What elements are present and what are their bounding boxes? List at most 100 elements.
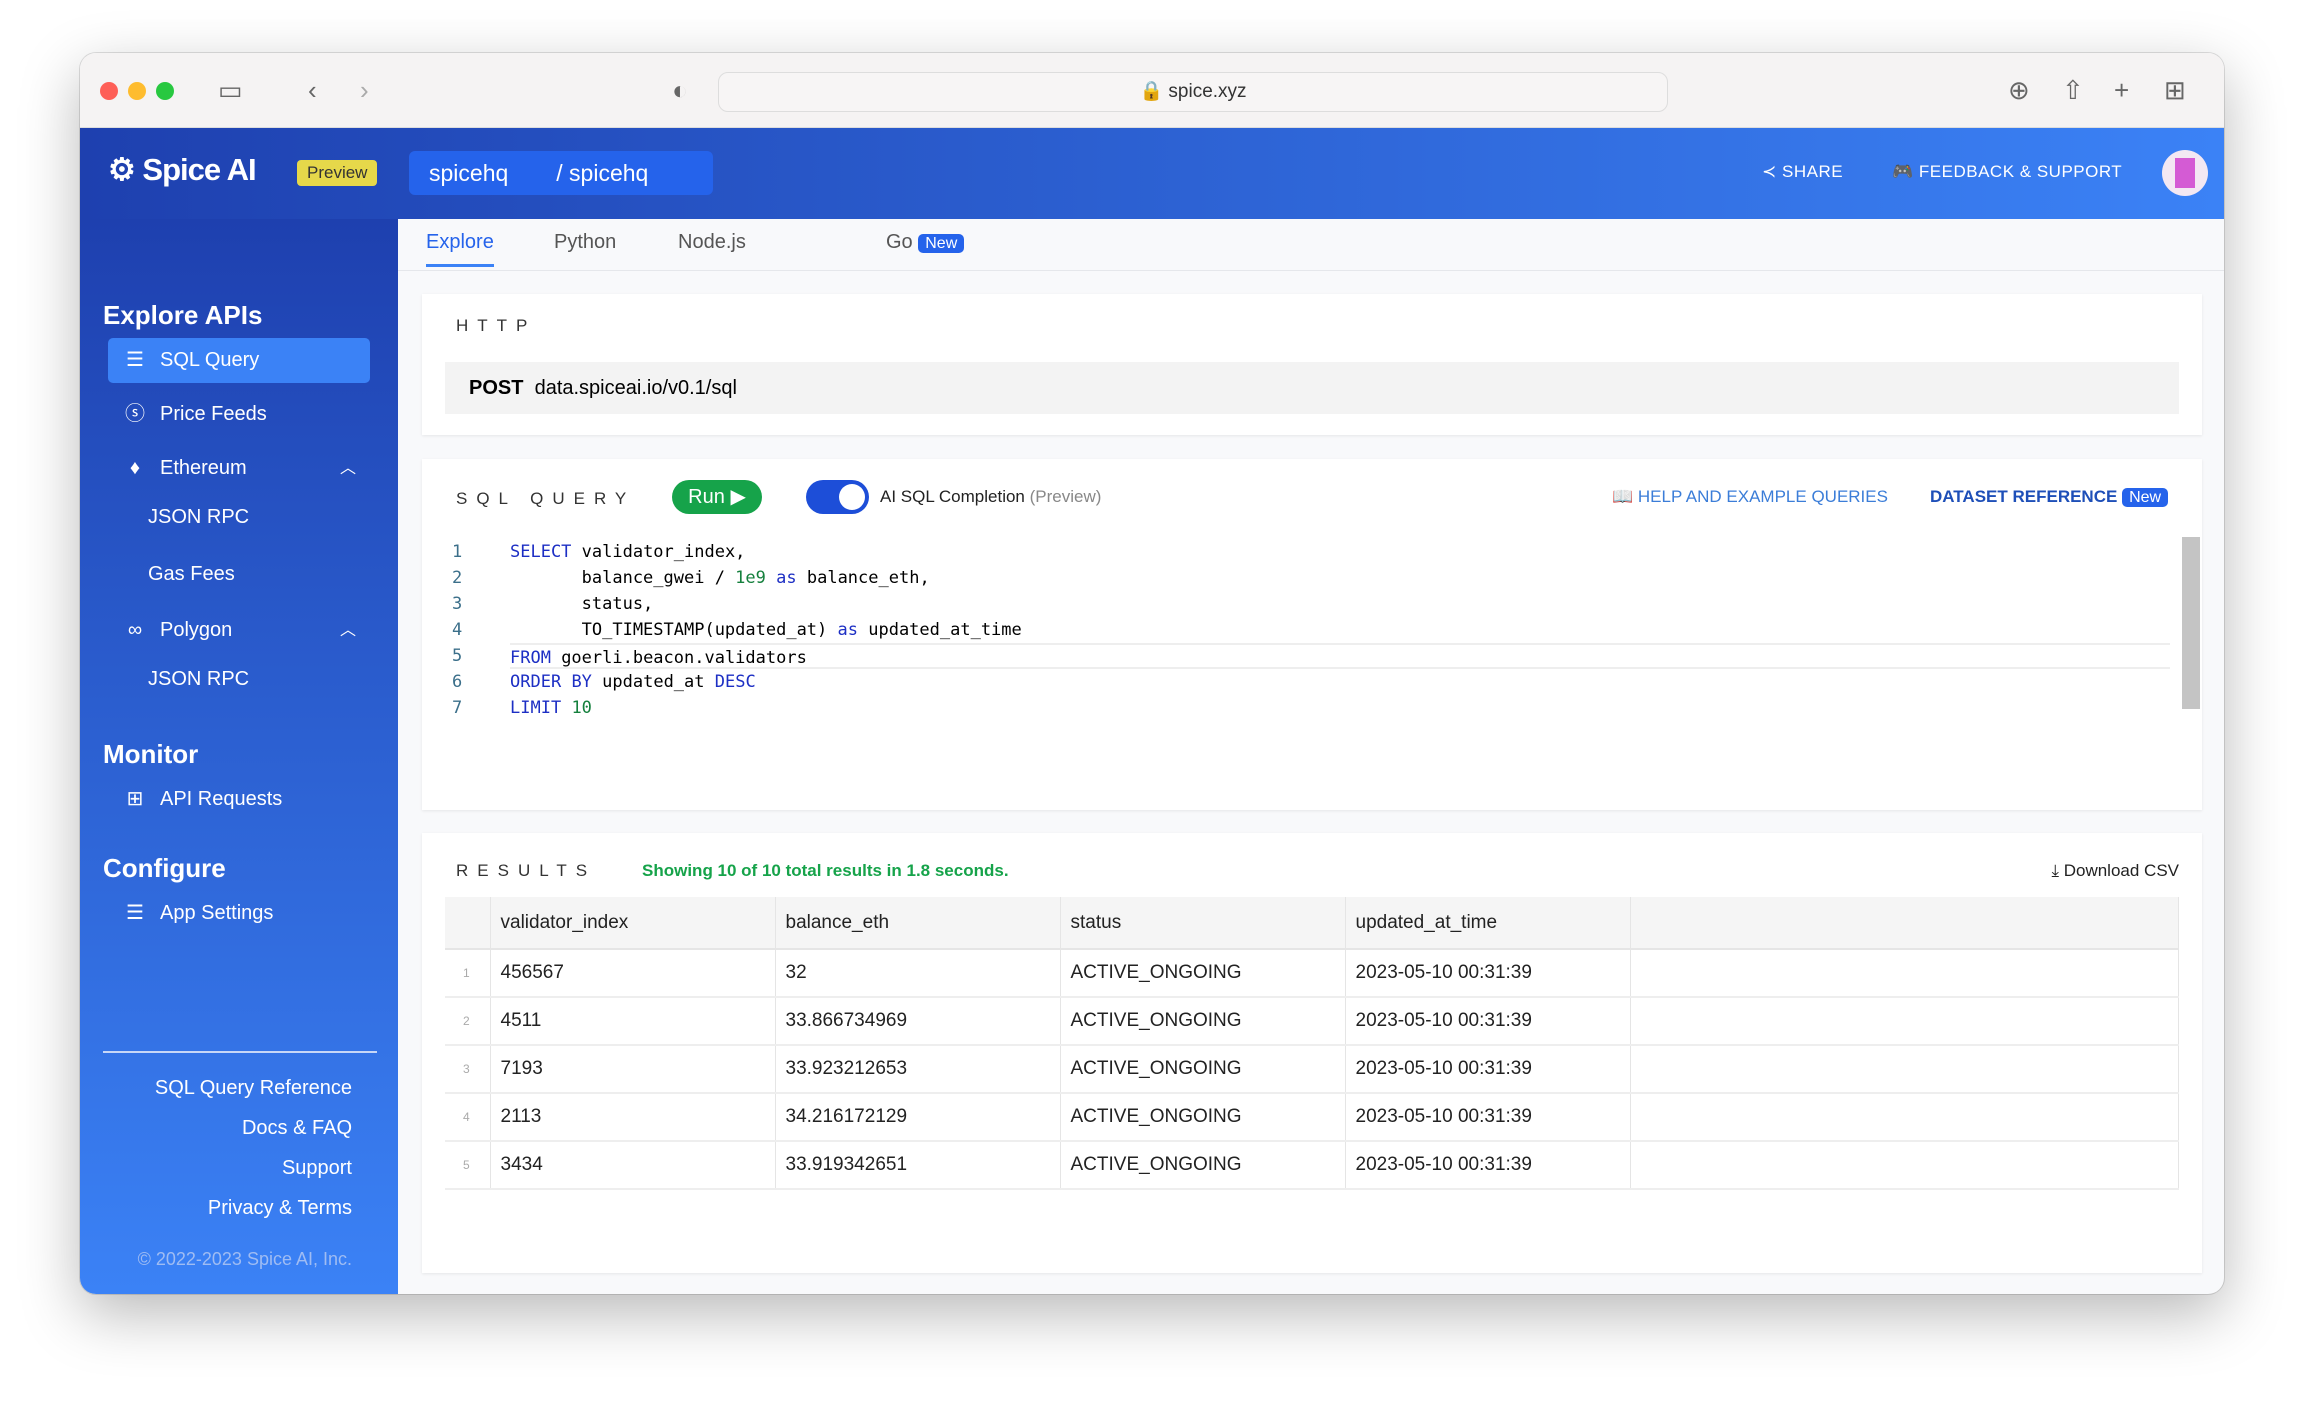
row-number: 5 — [445, 1141, 491, 1190]
code-line: ORDER BY updated_at DESC — [510, 672, 756, 692]
endpoint-box[interactable]: POST data.spiceai.io/v0.1/sql — [445, 362, 2179, 414]
footer-link-support[interactable]: Support — [281, 1157, 352, 1179]
sidebar-item-price-feeds[interactable]: ⓢ Price Feeds — [108, 392, 370, 437]
code-line: balance_gwei / 1e9 as balance_eth, — [510, 568, 930, 588]
line-number: 7 — [452, 698, 463, 718]
back-icon[interactable]: ‹ — [308, 75, 317, 105]
code-line: SELECT validator_index, — [510, 542, 746, 562]
editor-scrollbar[interactable] — [2182, 537, 2200, 709]
results-table: validator_index balance_eth status updated_… — [445, 897, 2179, 1190]
sql-editor[interactable]: 1 SELECT validator_index, 2 balance_gwei /… — [422, 539, 2182, 799]
table-row[interactable]: 3 7193 33.923212653 ACTIVE_ONGOING 2023-05-1… — [445, 1045, 2179, 1094]
table-cell: ACTIVE_ONGOING — [1060, 949, 1346, 998]
code-line: status, — [510, 594, 654, 614]
run-button[interactable]: Run ▶ — [672, 480, 762, 514]
tab-python[interactable]: Python — [554, 231, 617, 253]
table-cell: 2023-05-10 00:31:39 — [1345, 997, 1631, 1046]
row-number: 1 — [445, 949, 491, 998]
table-row[interactable]: 1 456567 32 ACTIVE_ONGOING 2023-05-10 00:31:… — [445, 949, 2179, 998]
database-icon: ☰ — [126, 349, 144, 371]
avatar[interactable] — [2162, 150, 2208, 196]
ai-completion-toggle[interactable] — [806, 480, 869, 514]
footer-link-docs[interactable]: Docs & FAQ — [241, 1117, 352, 1139]
table-cell: 2023-05-10 00:31:39 — [1345, 1141, 1631, 1190]
grid-icon: ⊞ — [126, 788, 144, 810]
sidebar-item-app-settings[interactable]: ☰ App Settings — [108, 891, 370, 936]
discord-icon: 🎮 — [1892, 162, 1914, 181]
new-tab-icon[interactable]: + — [2114, 75, 2130, 105]
line-number: 3 — [452, 594, 463, 614]
app-header: ⚙ Spice AI Preview spicehq / spicehq ≺ SH… — [80, 128, 2224, 219]
footer-link-privacy[interactable]: Privacy & Terms — [207, 1197, 352, 1219]
row-number: 2 — [445, 997, 491, 1046]
sidebar-item-ethereum[interactable]: ♦ Ethereum ︿ — [108, 446, 370, 491]
http-label: HTTP — [456, 316, 537, 335]
feedback-button[interactable]: 🎮 FEEDBACK & SUPPORT — [1892, 162, 2123, 181]
sidebar-toggle-icon[interactable]: ▭ — [218, 75, 243, 105]
table-cell: 2023-05-10 00:31:39 — [1345, 949, 1631, 998]
book-icon: 📖 — [1612, 487, 1634, 506]
table-row[interactable]: 4 2113 34.216172129 ACTIVE_ONGOING 2023-05-1… — [445, 1093, 2179, 1142]
table-cell: 2023-05-10 00:31:39 — [1345, 1093, 1631, 1142]
code-line: LIMIT 10 — [510, 698, 592, 718]
app-name[interactable]: / spicehq — [556, 160, 649, 186]
table-cell: 4511 — [490, 997, 776, 1046]
minimize-window-button[interactable] — [128, 82, 146, 100]
tab-nodejs[interactable]: Node.js — [678, 231, 746, 253]
table-cell: 32 — [775, 949, 1061, 998]
table-cell: 34.216172129 — [775, 1093, 1061, 1142]
section-monitor: Monitor — [103, 739, 199, 769]
tab-explore[interactable]: Explore — [426, 231, 494, 267]
table-row[interactable]: 5 3434 33.919342651 ACTIVE_ONGOING 2023-05-1… — [445, 1141, 2179, 1190]
polygon-icon: ∞ — [127, 619, 143, 641]
table-cell: 3434 — [490, 1141, 776, 1190]
share-button[interactable]: ≺ SHARE — [1762, 162, 1844, 181]
shield-icon[interactable]: ◐ — [672, 75, 688, 105]
chevron-up-icon: ︿ — [339, 460, 356, 477]
sidebar-item-polygon[interactable]: ∞ Polygon ︿ — [108, 608, 370, 653]
table-row[interactable]: 2 4511 33.866734969 ACTIVE_ONGOING 2023-05-1… — [445, 997, 2179, 1046]
column-header[interactable]: updated_at_time — [1345, 897, 1631, 950]
ethereum-icon: ♦ — [129, 457, 141, 479]
table-cell: 33.923212653 — [775, 1045, 1061, 1094]
sidebar-item-polygon-json-rpc[interactable]: JSON RPC — [148, 668, 250, 690]
download-icon[interactable]: ⊕ — [2008, 75, 2030, 105]
table-cell: 33.866734969 — [775, 997, 1061, 1046]
sidebar-item-eth-json-rpc[interactable]: JSON RPC — [148, 506, 250, 528]
tab-bar: Explore Python Node.js Go New — [398, 219, 2224, 271]
dollar-icon: ⓢ — [125, 403, 145, 425]
section-explore-apis: Explore APIs — [103, 300, 263, 330]
http-card: HTTP POST data.spiceai.io/v0.1/sql — [422, 294, 2202, 435]
tab-overview-icon[interactable]: ⊞ — [2164, 75, 2186, 105]
copyright: © 2022-2023 Spice AI, Inc. — [137, 1249, 352, 1269]
org-name[interactable]: spicehq — [429, 160, 509, 186]
breadcrumb[interactable]: spicehq / spicehq — [409, 151, 713, 195]
table-cell: 7193 — [490, 1045, 776, 1094]
help-link[interactable]: 📖 HELP AND EXAMPLE QUERIES — [1612, 487, 1888, 506]
column-header[interactable]: status — [1060, 897, 1346, 950]
dataset-reference-link[interactable]: DATASET REFERENCE New — [1930, 487, 2169, 507]
close-window-button[interactable] — [100, 82, 118, 100]
line-number: 1 — [452, 542, 463, 562]
code-line: FROM goerli.beacon.validators — [510, 643, 2170, 669]
browser-toolbar: ▭ ‹ › ◐ 🔒 spice.xyz ⊕ ⇧ + ⊞ — [80, 53, 2224, 128]
address-bar[interactable]: 🔒 spice.xyz — [718, 72, 1668, 112]
play-icon: ▶ — [730, 486, 746, 508]
tab-go[interactable]: Go New — [886, 231, 965, 254]
table-header: validator_index balance_eth status updated_… — [445, 897, 2179, 950]
line-number: 2 — [452, 568, 463, 588]
sidebar-item-sql-query[interactable]: ☰ SQL Query — [108, 338, 370, 383]
sql-query-card: SQL QUERY Run ▶ AI SQL Completion (Previ… — [422, 459, 2202, 810]
forward-icon[interactable]: › — [360, 75, 369, 105]
sidebar-item-api-requests[interactable]: ⊞ API Requests — [108, 777, 370, 822]
share-icon[interactable]: ⇧ — [2062, 75, 2084, 105]
download-icon: ⤓ — [2051, 861, 2059, 880]
sidebar-item-gas-fees[interactable]: Gas Fees — [148, 563, 235, 585]
column-header[interactable]: balance_eth — [775, 897, 1061, 950]
logo[interactable]: ⚙ Spice AI — [108, 152, 257, 187]
endpoint-url: data.spiceai.io/v0.1/sql — [534, 377, 737, 399]
download-csv-button[interactable]: ⤓ Download CSV — [2051, 861, 2179, 880]
footer-link-sql-reference[interactable]: SQL Query Reference — [154, 1077, 352, 1099]
maximize-window-button[interactable] — [156, 82, 174, 100]
column-header[interactable]: validator_index — [490, 897, 776, 950]
